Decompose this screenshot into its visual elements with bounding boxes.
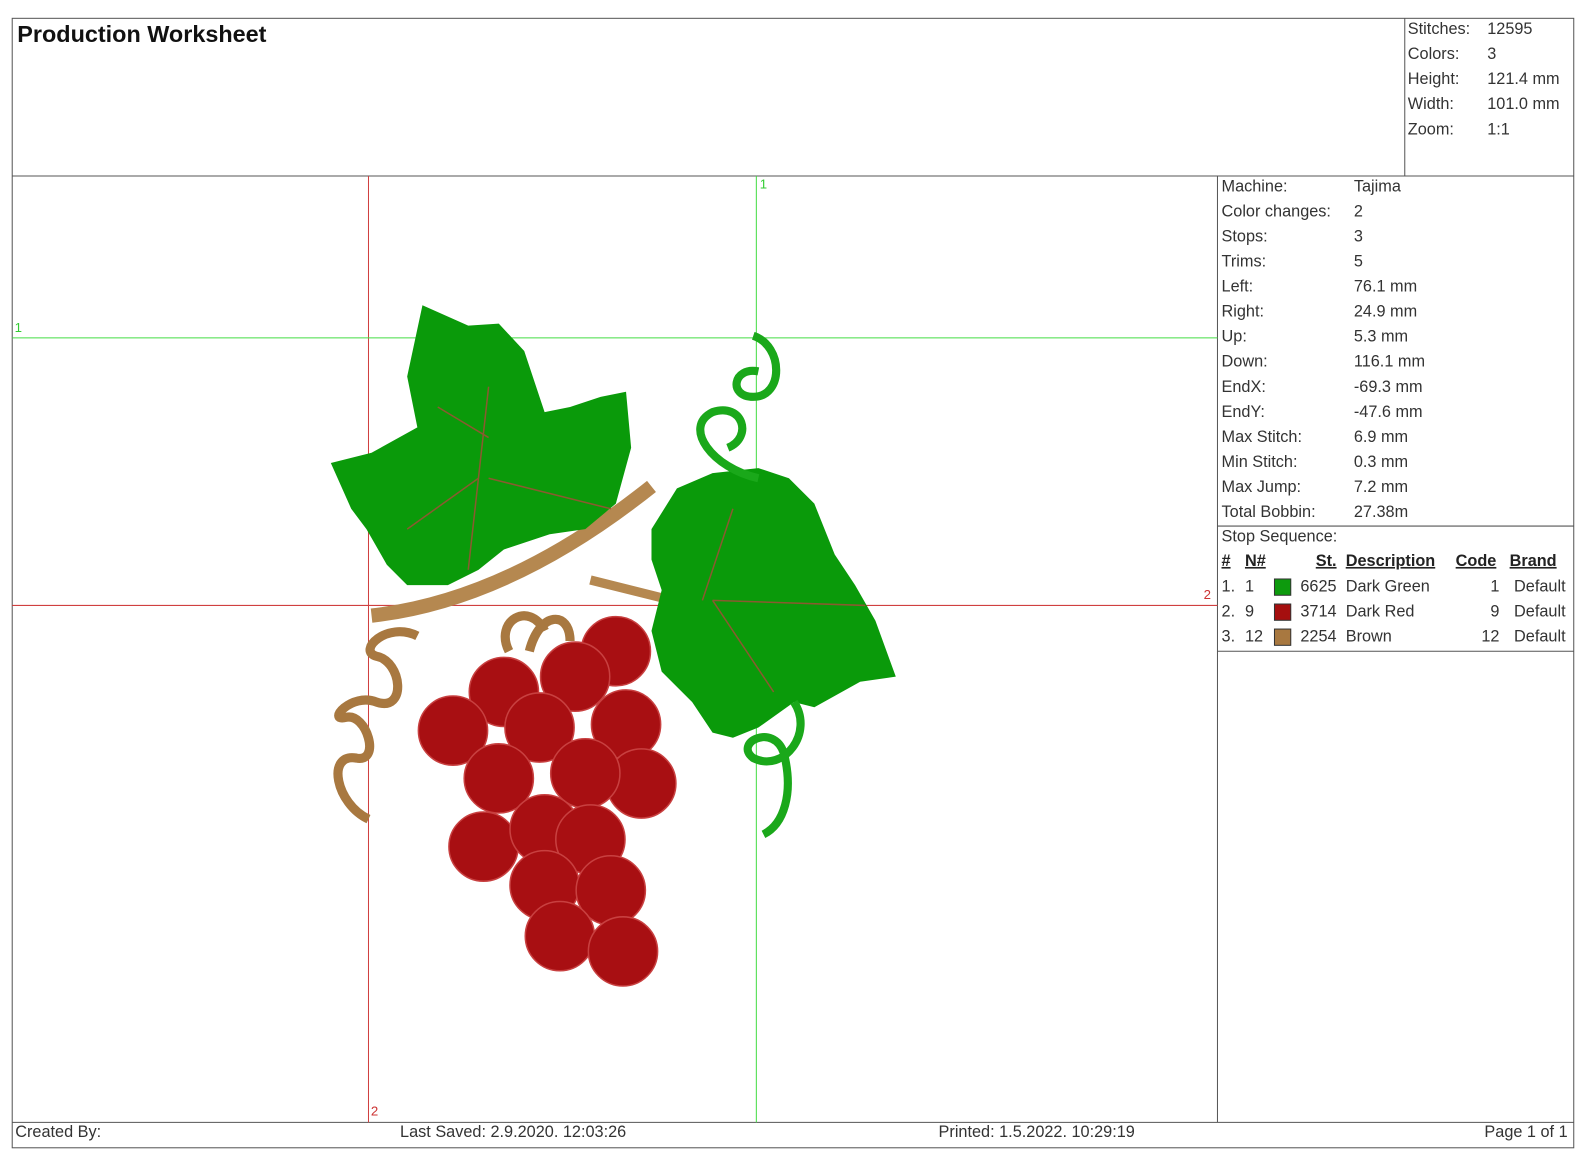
detail-value: 7.2 mm — [1354, 478, 1408, 496]
color-swatch — [1273, 578, 1292, 596]
color-swatch — [1273, 603, 1292, 621]
cell: 12 — [1481, 627, 1499, 645]
grape — [463, 743, 535, 814]
footer-printed: Printed: 1.5.2022. 10:29:19 — [939, 1123, 1135, 1141]
summary-value: 1:1 — [1487, 120, 1510, 138]
cell: 2. — [1222, 602, 1236, 620]
detail-label: Color changes: — [1222, 203, 1331, 221]
cell: 6625 — [1300, 577, 1336, 595]
detail-value: 5.3 mm — [1354, 328, 1408, 346]
column-header: N# — [1245, 552, 1266, 570]
summary-value: 3 — [1487, 45, 1496, 63]
detail-value: 24.9 mm — [1354, 303, 1417, 321]
summary-value: 121.4 mm — [1487, 70, 1559, 88]
detail-value: 6.9 mm — [1354, 428, 1408, 446]
section-title: Stop Sequence: — [1222, 528, 1338, 546]
summary-label: Width: — [1408, 95, 1454, 113]
guide-label: 1 — [15, 320, 22, 335]
footer-page: Page 1 of 1 — [1484, 1123, 1567, 1141]
tendrils — [333, 611, 575, 824]
cell: Default — [1514, 577, 1566, 595]
cell: Default — [1514, 602, 1566, 620]
cell: Dark Red — [1346, 602, 1415, 620]
cell: 9 — [1245, 602, 1254, 620]
detail-value: 0.3 mm — [1354, 453, 1408, 471]
summary-value: 12595 — [1487, 20, 1532, 38]
detail-label: Up: — [1222, 328, 1247, 346]
detail-value: 5 — [1354, 253, 1363, 271]
detail-label: Min Stitch: — [1222, 453, 1298, 471]
guide-label: 2 — [1204, 587, 1211, 602]
vine — [370, 480, 656, 623]
detail-label: Stops: — [1222, 228, 1268, 246]
grape — [587, 916, 659, 987]
grape — [417, 695, 489, 766]
cell: 9 — [1490, 602, 1499, 620]
grape — [524, 900, 596, 972]
footer-saved: Last Saved: 2.9.2020. 12:03:26 — [400, 1123, 626, 1141]
cell: 12 — [1245, 627, 1263, 645]
summary-label: Height: — [1408, 70, 1460, 88]
cell: 1 — [1490, 577, 1499, 595]
cell: Brown — [1346, 627, 1392, 645]
cell: 3714 — [1300, 602, 1336, 620]
frame — [11, 17, 1575, 1149]
column-header: St. — [1316, 552, 1337, 570]
cell: Dark Green — [1346, 577, 1430, 595]
detail-label: EndY: — [1222, 403, 1265, 421]
detail-label: Right: — [1222, 303, 1265, 321]
grape — [549, 737, 621, 809]
design-preview — [12, 176, 1218, 1123]
cell: 3. — [1222, 627, 1236, 645]
footer-created: Created By: — [15, 1123, 101, 1141]
detail-label: Machine: — [1222, 178, 1288, 196]
grapes — [417, 615, 677, 987]
column-header: # — [1222, 552, 1231, 570]
grape — [539, 641, 611, 713]
summary-label: Zoom: — [1408, 120, 1454, 138]
grape — [448, 811, 519, 882]
cell: Default — [1514, 627, 1566, 645]
detail-value: 2 — [1354, 203, 1363, 221]
cell: 2254 — [1300, 627, 1336, 645]
detail-value: -47.6 mm — [1354, 403, 1423, 421]
detail-label: Max Stitch: — [1222, 428, 1302, 446]
column-header: Brand — [1510, 552, 1557, 570]
guide-label: 1 — [760, 177, 767, 192]
detail-label: Trims: — [1222, 253, 1267, 271]
leaf-veins — [406, 386, 866, 693]
detail-label: Left: — [1222, 278, 1254, 296]
detail-value: Tajima — [1354, 178, 1402, 196]
summary-label: Colors: — [1408, 45, 1460, 63]
detail-value: 116.1 mm — [1354, 353, 1425, 371]
detail-label: EndX: — [1222, 378, 1266, 396]
leaf — [330, 305, 632, 586]
detail-value: -69.3 mm — [1354, 378, 1423, 396]
title: Production Worksheet — [17, 21, 266, 47]
guide-label: 2 — [371, 1104, 378, 1119]
detail-label: Total Bobbin: — [1222, 503, 1316, 521]
cell: 1 — [1245, 577, 1254, 595]
cell: 1. — [1222, 577, 1236, 595]
grape — [504, 692, 575, 763]
detail-value: 27.38m — [1354, 503, 1408, 521]
detail-label: Max Jump: — [1222, 478, 1302, 496]
column-header: Description — [1346, 552, 1436, 570]
color-swatch — [1273, 628, 1292, 646]
detail-value: 76.1 mm — [1354, 278, 1417, 296]
column-header: Code — [1456, 552, 1497, 570]
tendrils — [696, 331, 805, 839]
detail-label: Down: — [1222, 353, 1268, 371]
summary-value: 101.0 mm — [1487, 95, 1559, 113]
summary-label: Stitches: — [1408, 20, 1470, 38]
detail-value: 3 — [1354, 228, 1363, 246]
